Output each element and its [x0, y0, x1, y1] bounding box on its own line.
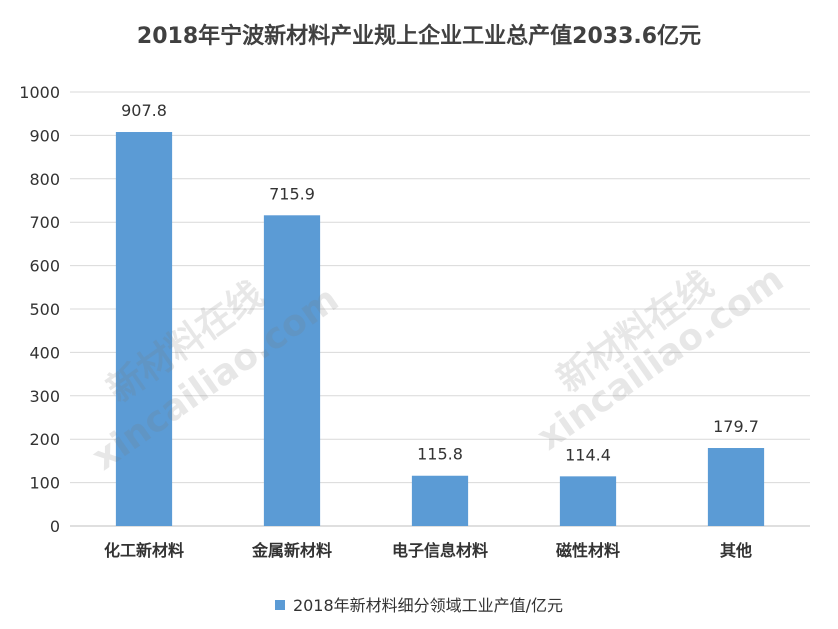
- y-tick-label: 700: [29, 213, 60, 232]
- x-tick-label: 化工新材料: [104, 541, 184, 560]
- y-tick-label: 200: [29, 430, 60, 449]
- y-tick-label: 800: [29, 170, 60, 189]
- x-tick-label: 磁性材料: [556, 541, 620, 560]
- x-tick-label: 其他: [720, 541, 752, 560]
- data-label: 907.8: [121, 101, 167, 120]
- y-tick-label: 300: [29, 387, 60, 406]
- y-tick-label: 600: [29, 257, 60, 276]
- y-tick-label: 1000: [19, 83, 60, 102]
- x-tick-label: 金属新材料: [251, 541, 332, 560]
- bar: [559, 476, 617, 526]
- legend-swatch: [274, 600, 285, 610]
- bar: [707, 448, 765, 526]
- y-tick-label: 900: [29, 126, 60, 145]
- data-label: 179.7: [713, 417, 759, 436]
- data-label: 115.8: [417, 445, 463, 464]
- x-tick-label: 电子信息材料: [392, 541, 488, 560]
- legend: 2018年新材料细分领域工业产值/亿元: [0, 592, 838, 616]
- bar: [263, 215, 321, 527]
- chart-title: 2018年宁波新材料产业规上企业工业总产值2033.6亿元: [136, 24, 702, 49]
- bar: [115, 132, 173, 526]
- y-tick-label: 0: [50, 517, 60, 536]
- bar: [411, 475, 469, 526]
- y-tick-label: 400: [29, 343, 60, 362]
- y-tick-label: 100: [29, 474, 60, 493]
- legend-label: 2018年新材料细分领域工业产值/亿元: [292, 596, 564, 615]
- data-label: 114.4: [565, 445, 611, 464]
- y-tick-label: 500: [29, 300, 60, 319]
- data-label: 715.9: [269, 184, 315, 203]
